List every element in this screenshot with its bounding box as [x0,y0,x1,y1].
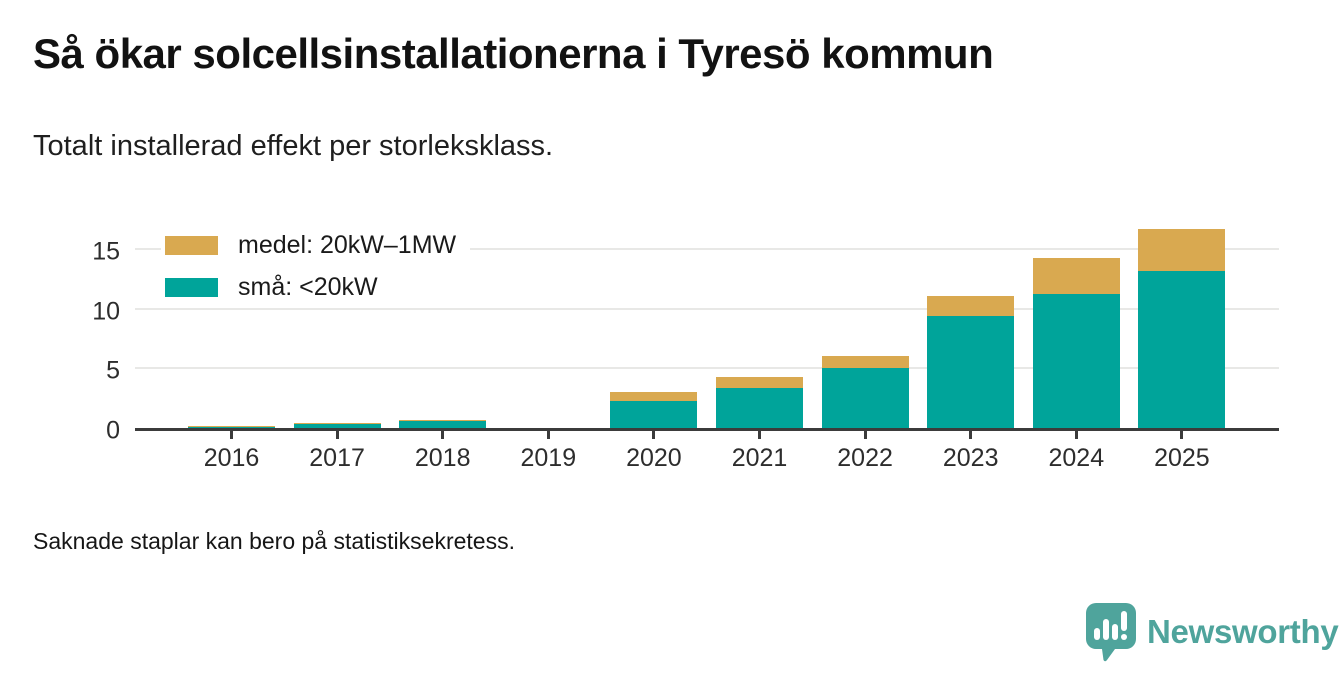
bar-segment-sma-2023 [927,315,1015,428]
legend-label: små: <20kW [238,273,378,301]
bar-segment-sma-2016 [188,427,275,428]
bar-segment-medel-2023 [927,295,1015,316]
bar-segment-sma-2020 [610,400,698,428]
x-tick-2020 [652,428,656,439]
gridline-y15 [135,248,1279,251]
bar-segment-medel-2016 [188,425,275,428]
gridline-y5 [135,367,1279,370]
x-tick-label-2016: 2016 [203,444,260,472]
y-tick-label-10: 10 [92,297,120,326]
newsworthy-wordmark: Newsworthy [1147,613,1339,650]
x-tick-label-2021: 2021 [731,444,788,472]
legend-item: små: <20kW [161,271,471,304]
chart-legend: medel: 20kW–1MW små: <20kW [161,229,471,313]
x-tick-label-2017: 2017 [309,444,365,472]
x-tick-label-2020: 2020 [626,444,682,472]
bar-segment-medel-2025 [1138,228,1226,271]
x-tick-2019 [546,428,550,439]
chart-footnote: Saknade staplar kan bero på statistiksek… [33,528,515,554]
legend-item: medel: 20kW–1MW [161,229,471,262]
x-tick-2017 [335,428,339,439]
plot-area: medel: 20kW–1MW små: <20kW 2016 2017 2018 20… [135,215,1279,472]
newsworthy-logo: Newsworthy [1085,602,1339,662]
x-tick-2022 [863,428,867,439]
x-tick-2025 [1180,428,1184,439]
bar-segment-medel-2022 [821,355,909,369]
chart-subtitle: Totalt installerad effekt per storlekskl… [33,130,554,162]
bar-segment-medel-2021 [716,376,803,389]
y-axis-labels: 0 5 10 15 [62,215,120,445]
y-tick-label-5: 5 [106,356,120,385]
x-tick-label-2024: 2024 [1048,444,1105,472]
legend-swatch-icon [165,236,218,255]
x-tick-2016 [230,428,233,439]
x-tick-label-2023: 2023 [942,444,999,472]
bar-segment-sma-2021 [716,388,803,428]
bar-segment-sma-2017 [293,423,381,428]
x-tick-label-2019: 2019 [520,444,577,472]
x-tick-2018 [441,428,445,439]
bar-segment-sma-2024 [1032,293,1120,428]
chart-title: Så ökar solcellsinstallationerna i Tyres… [33,30,994,77]
newsworthy-bubble-icon [1086,603,1136,662]
bar-segment-sma-2022 [821,368,909,428]
y-tick-label-0: 0 [106,416,120,445]
x-tick-label-2018: 2018 [414,444,471,472]
bar-segment-medel-2024 [1032,258,1120,294]
x-tick-2023 [969,428,973,439]
x-tick-2024 [1074,428,1078,439]
legend-label: medel: 20kW–1MW [238,231,457,259]
legend-swatch-icon [165,278,218,297]
bar-segment-medel-2020 [610,391,698,401]
bar-segment-sma-2025 [1138,270,1226,428]
x-tick-label-2022: 2022 [837,444,893,472]
bar-segment-medel-2018 [399,420,487,422]
bar-segment-sma-2018 [399,421,487,428]
x-tick-label-2025: 2025 [1154,444,1210,472]
y-tick-label-15: 15 [92,237,120,266]
gridline-y10 [135,307,1279,310]
x-tick-2021 [758,428,761,439]
